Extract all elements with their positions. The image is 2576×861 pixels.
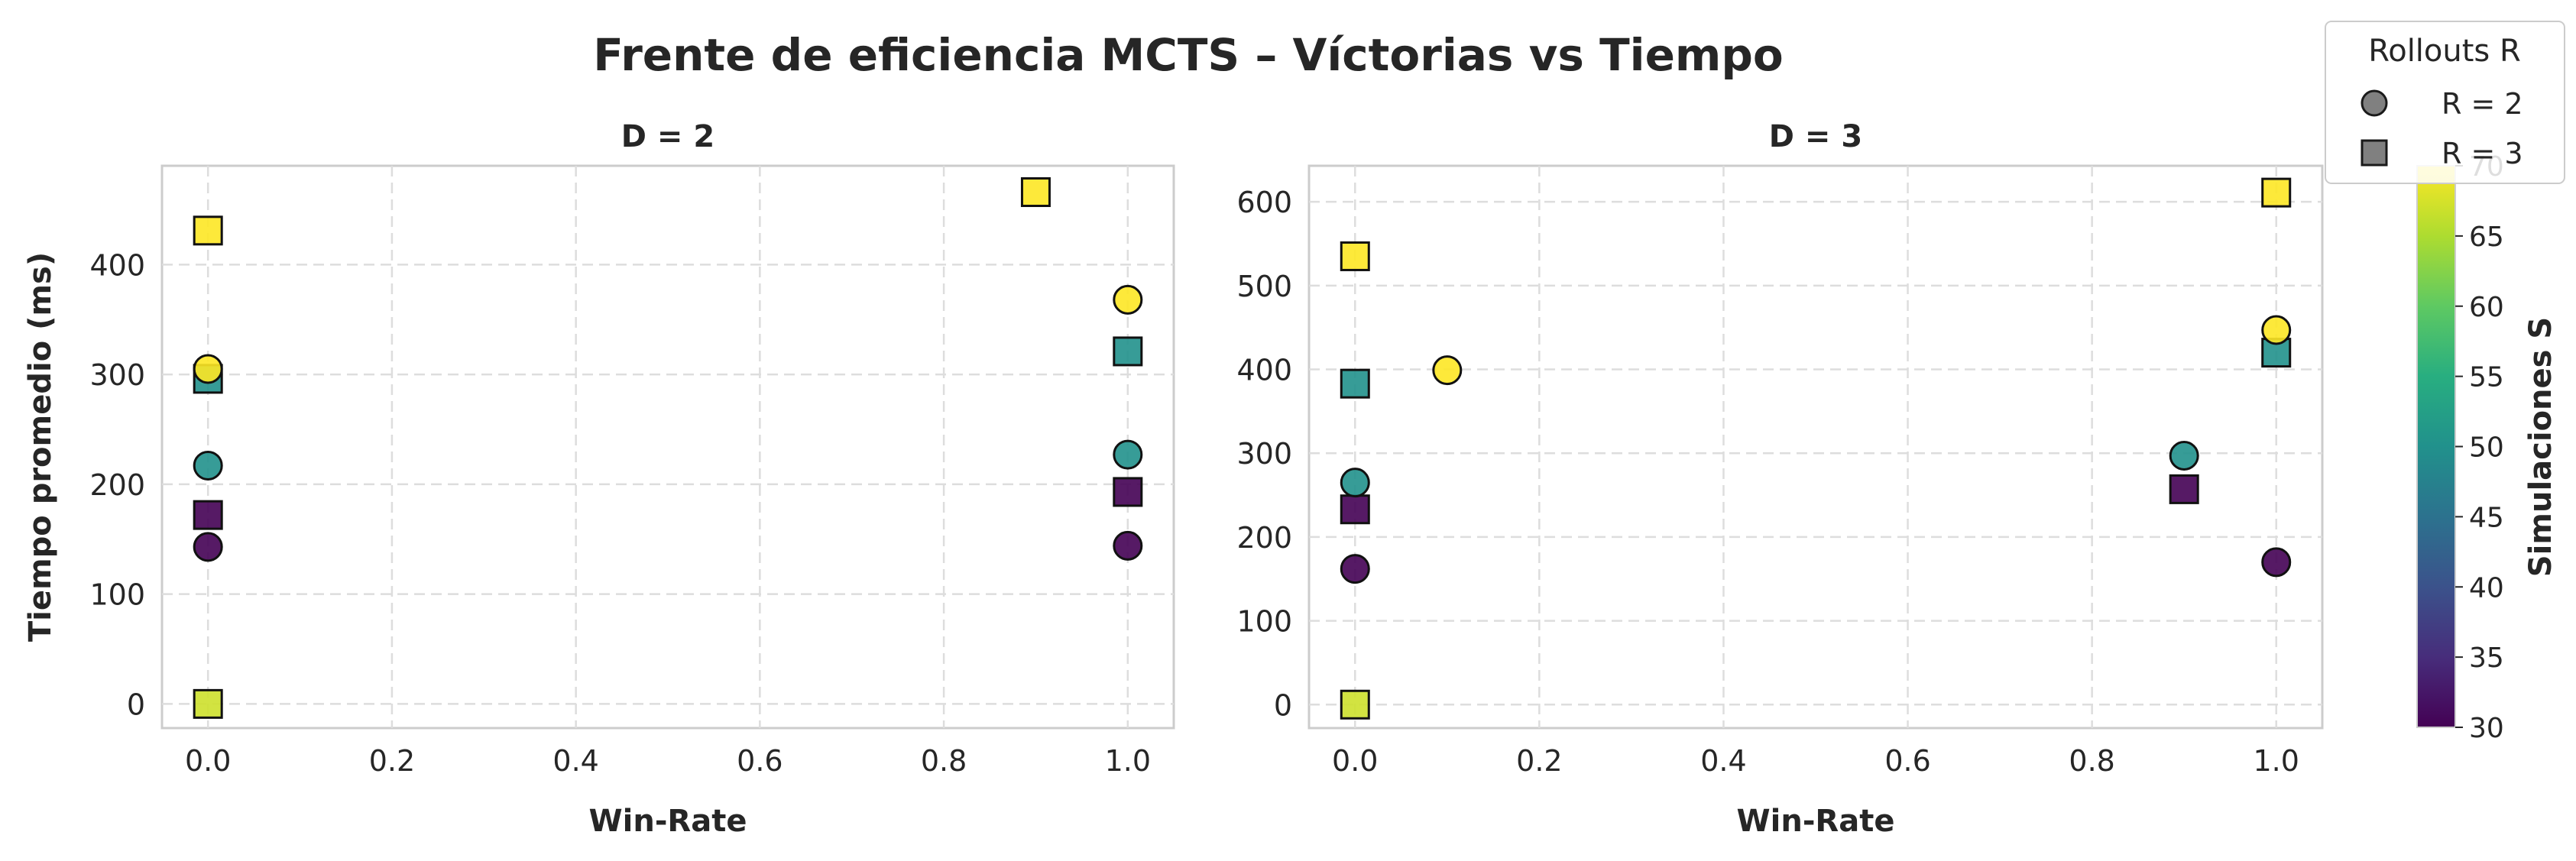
panel-d3-point-r3: [2169, 474, 2199, 504]
panel-d2: D = 2 0.0 0.2 0.4 0.6 0.8 1.0 0 100 200 300 400 W…: [23, 119, 1175, 839]
panel-d2-x-tick-label: 0.6: [737, 744, 783, 778]
panel-d2-point-r2: [1113, 284, 1143, 315]
panel-d2-plot-area: [160, 164, 1175, 730]
panel-d3-point-r3: [2261, 177, 2292, 208]
panel-d2-y-tick-label: 300: [89, 358, 145, 392]
panel-d3-point-r2: [2261, 547, 2292, 578]
panel-d3-point-r3: [1340, 368, 1370, 399]
panel-d2-x-tick-label: 0.2: [369, 744, 415, 778]
colorbar-tick-label: 65: [2469, 222, 2504, 253]
panel-d2-x-tick-label: 0.8: [921, 744, 967, 778]
figure-title: Frente de eficiencia MCTS – Víctorias vs…: [593, 29, 1783, 81]
panel-d3-y-tick-label: 300: [1236, 437, 1292, 471]
panel-d2-point-r2: [1113, 439, 1143, 470]
panel-d3-point-r2: [1340, 554, 1370, 584]
colorbar-tick-label: 35: [2469, 643, 2504, 674]
panel-d2-y-tick-label: 0: [127, 688, 145, 721]
panel-d2-point-r2: [193, 354, 223, 384]
panel-d3-point-r2: [2169, 441, 2199, 471]
colorbar-gradient: [2416, 165, 2456, 728]
panel-d2-point-r3: [1020, 177, 1051, 207]
panel-d3-plot-area: [1307, 164, 2324, 730]
panel-d3-x-tick-label: 1.0: [2254, 744, 2299, 778]
panel-d3-x-tick-label: 0.0: [1332, 744, 1378, 778]
colorbar-label: Simulaciones S: [2523, 317, 2558, 577]
colorbar-tick-label: 30: [2469, 713, 2504, 744]
panel-d3-y-tick-label: 100: [1236, 605, 1292, 639]
colorbar-ticks: 303540455055606570: [2455, 151, 2504, 744]
panel-d2-point-r3: [1113, 477, 1143, 507]
legend-square-marker: [2361, 139, 2388, 167]
panel-d2-title: D = 2: [621, 119, 714, 154]
panel-d2-y-axis-label: Tiempo promedio (ms): [23, 252, 58, 642]
panel-d2-y-tick-label: 400: [89, 248, 145, 282]
panel-d3-x-tick-label: 0.4: [1700, 744, 1746, 778]
colorbar: 303540455055606570 Simulaciones S: [2416, 151, 2558, 744]
panel-d2-y-tick-label: 100: [89, 578, 145, 612]
panel-d3-point-r2: [1340, 468, 1370, 498]
panel-d2-point-r3: [193, 688, 223, 719]
colorbar-tick-label: 50: [2469, 432, 2504, 464]
legend-circle-marker: [2361, 89, 2388, 117]
colorbar-tick-label: 45: [2469, 502, 2504, 533]
panel-d3-points: [1340, 177, 2292, 720]
panel-d3-y-tick-label: 600: [1236, 186, 1292, 219]
panel-d3-x-tick-label: 0.8: [2069, 744, 2114, 778]
panel-d3-x-axis-label: Win-Rate: [1737, 804, 1895, 839]
panel-d3-title: D = 3: [1769, 119, 1862, 154]
panel-d2-x-tick-label: 0.0: [185, 744, 231, 778]
legend-entry-r3: R = 3: [2442, 137, 2523, 170]
panel-d2-point-r2: [1113, 530, 1143, 561]
legend-entry-r2: R = 2: [2442, 87, 2523, 121]
colorbar-tick-label: 55: [2469, 362, 2504, 393]
colorbar-tick-label: 40: [2469, 572, 2504, 604]
panel-d3-y-tick-label: 0: [1274, 688, 1292, 722]
panel-d3-y-tick-label: 400: [1236, 354, 1292, 387]
panel-d3-y-tick-label: 200: [1236, 521, 1292, 555]
panel-d3-y-ticks: 0 100 200 300 400 500 600: [1236, 186, 1292, 722]
panel-d2-x-axis-label: Win-Rate: [589, 804, 747, 839]
panel-d2-point-r3: [193, 500, 223, 530]
panel-d3-x-tick-label: 0.2: [1516, 744, 1562, 778]
legend-title: Rollouts R: [2368, 34, 2521, 69]
panel-d2-y-tick-label: 200: [89, 468, 145, 502]
panel-d3-point-r2: [2261, 315, 2292, 345]
panel-d3-x-tick-label: 0.6: [1884, 744, 1930, 778]
panel-d2-point-r2: [193, 450, 223, 481]
panel-d2-point-r3: [1113, 336, 1143, 367]
panel-d3-point-r3: [1340, 689, 1370, 720]
panel-d3-y-tick-label: 500: [1236, 270, 1292, 303]
panel-d2-y-ticks: 0 100 200 300 400: [89, 248, 145, 721]
panel-d2-x-tick-label: 1.0: [1105, 744, 1151, 778]
panel-d3: D = 3 0.0 0.2 0.4 0.6 0.8 1.0 0 100 200 300 400 50…: [1236, 119, 2324, 839]
panel-d2-point-r2: [193, 532, 223, 562]
panel-d2-x-ticks: 0.0 0.2 0.4 0.6 0.8 1.0: [185, 744, 1151, 778]
legend: Rollouts R R = 2 R = 3: [2325, 21, 2565, 184]
panel-d2-point-r3: [193, 215, 223, 246]
panel-d2-x-tick-label: 0.4: [552, 744, 598, 778]
panel-d2-grid: [162, 166, 1174, 728]
panel-d3-point-r2: [1432, 355, 1463, 386]
colorbar-tick-label: 60: [2469, 292, 2504, 323]
panel-d3-point-r3: [1340, 241, 1370, 271]
panel-d2-points: [193, 177, 1143, 719]
panel-d3-point-r3: [1340, 494, 1370, 525]
panel-d3-x-ticks: 0.0 0.2 0.4 0.6 0.8 1.0: [1332, 744, 2299, 778]
